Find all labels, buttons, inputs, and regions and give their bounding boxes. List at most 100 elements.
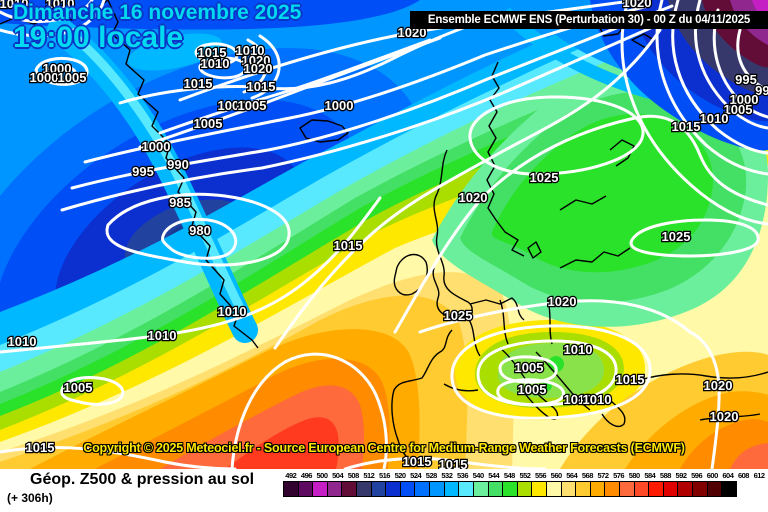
legend-swatch — [692, 481, 707, 497]
legend-value: 600 — [706, 471, 719, 480]
contour-label: 1000 — [325, 98, 354, 113]
contour-label: 1000 — [43, 61, 72, 76]
legend-swatch — [589, 481, 605, 497]
legend-swatch — [326, 481, 342, 497]
legend-swatch — [385, 481, 400, 497]
footer-bar: Géop. Z500 & pression au sol (+ 306h) 49… — [0, 469, 768, 512]
legend-value: 580 — [628, 471, 641, 480]
legend-swatch — [560, 481, 576, 497]
legend-swatch — [356, 481, 371, 497]
legend-swatch — [575, 481, 590, 497]
contour-label: 1010 — [218, 304, 247, 319]
contour-label: 1015 — [672, 119, 701, 134]
contour-label: 1010 — [0, 0, 28, 11]
contour-label: 990 — [167, 157, 189, 172]
legend-value: 536 — [457, 471, 469, 480]
legend-value: 504 — [332, 471, 344, 480]
contour-label: 995 — [132, 164, 154, 179]
contour-label: 1005 — [724, 102, 753, 117]
legend-swatch — [721, 481, 737, 497]
contour-label: 1020 — [459, 190, 488, 205]
legend-value: 512 — [363, 471, 375, 480]
contour-label: 1015 — [247, 79, 276, 94]
copyright-line: Copyright © 2025 Meteociel.fr - Source E… — [83, 441, 685, 455]
contour-label: 1015 — [198, 45, 227, 60]
legend-swatch — [677, 481, 693, 497]
legend-values: 492 496 500 504 508 512 516 520 524 528 532 536 540 5… — [283, 471, 768, 480]
contour-label: 1015 — [26, 440, 55, 455]
legend-value: 516 — [378, 471, 391, 480]
contour-label: 1010 — [148, 328, 177, 343]
legend-swatch — [706, 481, 722, 497]
contour-label: 1010 — [700, 111, 729, 126]
legend-swatch — [399, 481, 415, 497]
legend-value: 524 — [410, 471, 422, 480]
contour-label: 1025 — [444, 308, 473, 323]
legend-value: 572 — [597, 471, 609, 480]
legend-value: 532 — [441, 471, 453, 480]
legend-swatch — [370, 481, 386, 497]
legend-value: 556 — [535, 471, 547, 480]
contour-label: 1010 — [8, 334, 37, 349]
legend-value: 564 — [566, 471, 578, 480]
contour-label: 995 — [755, 83, 768, 98]
contour-label: 1005 — [515, 360, 544, 375]
legend-swatch — [633, 481, 649, 497]
legend-swatch — [458, 481, 473, 497]
legend-swatches — [283, 481, 768, 497]
legend-value: 612 — [753, 471, 766, 480]
contour-label: 1015 — [184, 76, 213, 91]
contour-label: 1000 — [30, 70, 59, 85]
legend-swatch — [487, 481, 503, 497]
contour-label: 1005 — [194, 116, 223, 131]
legend-value: 568 — [581, 471, 594, 480]
contour-label: 1020 — [242, 53, 271, 68]
contour-label: 1020 — [710, 409, 739, 424]
legend-value: 588 — [659, 471, 672, 480]
contour-label: 1020 — [623, 0, 652, 10]
legend-swatch — [619, 481, 634, 497]
legend-swatch — [604, 481, 620, 497]
legend-value: 608 — [737, 471, 750, 480]
legend-value: 560 — [550, 471, 563, 480]
legend-value: 500 — [316, 471, 329, 480]
contour-label: 1025 — [530, 170, 559, 185]
legend-value: 576 — [613, 471, 625, 480]
contour-label: 1000 — [730, 92, 759, 107]
contour-label: 1015 — [439, 457, 468, 469]
legend-swatch — [283, 481, 298, 497]
legend-swatch — [443, 481, 459, 497]
legend-value: 492 — [285, 471, 297, 480]
contour-label: 1005 — [238, 98, 267, 113]
legend-value: 548 — [503, 471, 516, 480]
legend-value: 596 — [691, 471, 703, 480]
map-title: Géop. Z500 & pression au sol — [30, 471, 255, 488]
contour-label: 1015 — [403, 454, 432, 469]
color-scale-legend: 492 496 500 504 508 512 516 520 524 528 532 536 540 5… — [283, 471, 768, 497]
legend-value: 584 — [644, 471, 656, 480]
contour-label: 1000 — [142, 139, 171, 154]
contour-label: 1025 — [662, 229, 691, 244]
legend-swatch — [648, 481, 663, 497]
legend-value: 552 — [519, 471, 531, 480]
contour-label: 1010 — [201, 56, 230, 71]
legend-swatch — [312, 481, 327, 497]
legend-value: 528 — [425, 471, 438, 480]
legend-value: 604 — [722, 471, 734, 480]
legend-value: 520 — [394, 471, 407, 480]
legend-swatch — [341, 481, 357, 497]
legend-value: 508 — [347, 471, 360, 480]
contour-label: 1020 — [704, 378, 733, 393]
contour-label: 1010 — [236, 43, 265, 58]
legend-swatch — [429, 481, 444, 497]
contour-label: 1020 — [548, 294, 577, 309]
legend-swatch — [531, 481, 546, 497]
legend-swatch — [516, 481, 532, 497]
contour-label: 1000 — [218, 98, 247, 113]
legend-swatch — [472, 481, 488, 497]
isobar-contours — [0, 0, 768, 469]
contour-label: 1005 — [58, 70, 87, 85]
legend-value: 592 — [675, 471, 688, 480]
